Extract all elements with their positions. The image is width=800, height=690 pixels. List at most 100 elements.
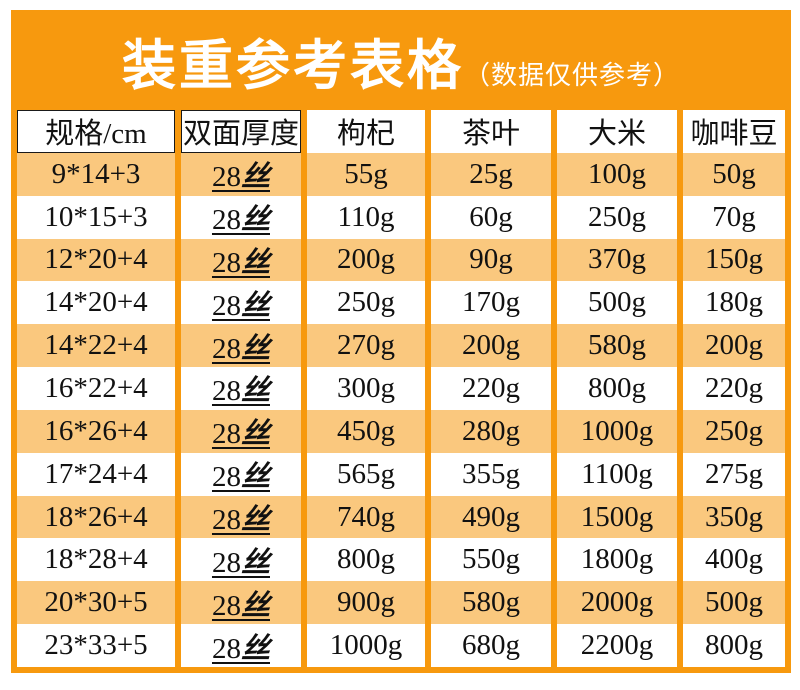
weight-cell: 200g: [683, 324, 785, 368]
column-header-coffee: 咖啡豆: [683, 110, 785, 153]
weight-cell: 90g: [431, 238, 551, 282]
thickness-cell: 28丝: [181, 238, 301, 282]
spec-cell: 16*22+4: [17, 367, 175, 410]
thickness-number: 28: [211, 289, 241, 322]
thickness-number: 28: [211, 332, 241, 365]
thickness-number: 28: [211, 418, 241, 451]
weight-cell: 250g: [683, 409, 785, 453]
weight-cell: 450g: [307, 409, 425, 453]
thickness-value: 28丝: [212, 282, 270, 324]
weight-cell: 250g: [307, 281, 425, 325]
weight-cell: 680g: [431, 624, 551, 667]
thickness-cell: 28丝: [181, 367, 301, 410]
thickness-unit: 丝: [240, 161, 270, 194]
thickness-value: 28丝: [212, 582, 270, 624]
thickness-cell: 28丝: [181, 152, 301, 196]
thickness-unit: 丝: [240, 204, 270, 237]
weight-cell: 275g: [683, 452, 785, 496]
thickness-unit: 丝: [240, 504, 270, 537]
weight-cell: 565g: [307, 452, 425, 496]
banner: 装重参考表格 （数据仅供参考）: [11, 10, 791, 110]
weight-cell: 270g: [307, 324, 425, 368]
weight-cell: 2200g: [557, 624, 677, 667]
weight-cell: 60g: [431, 195, 551, 239]
weight-cell: 200g: [431, 324, 551, 368]
thickness-cell: 28丝: [181, 624, 301, 667]
thickness-value: 28丝: [212, 625, 270, 667]
thickness-unit: 丝: [240, 418, 270, 451]
thickness-number: 28: [211, 246, 241, 279]
weight-cell: 370g: [557, 238, 677, 282]
thickness-value: 28丝: [212, 196, 270, 238]
column-header-rice: 大米: [557, 110, 677, 153]
spec-cell: 23*33+5: [17, 624, 175, 667]
thickness-cell: 28丝: [181, 452, 301, 496]
thickness-value: 28丝: [212, 410, 270, 452]
thickness-unit: 丝: [240, 332, 270, 365]
column-header-spec: 规格/cm: [17, 110, 175, 153]
thickness-number: 28: [211, 161, 241, 194]
weight-cell: 180g: [683, 281, 785, 325]
weight-cell: 740g: [307, 495, 425, 539]
weight-cell: 1000g: [557, 409, 677, 453]
weight-cell: 220g: [431, 367, 551, 410]
thickness-value: 28丝: [212, 453, 270, 495]
weight-cell: 800g: [557, 367, 677, 410]
poster: 装重参考表格 （数据仅供参考） 规格/cm 双面厚度 枸杞 茶叶 大米 咖啡豆 9…: [11, 10, 791, 673]
thickness-unit: 丝: [240, 246, 270, 279]
thickness-value: 28丝: [212, 367, 270, 409]
weight-cell: 250g: [557, 195, 677, 239]
thickness-number: 28: [211, 632, 241, 665]
weight-cell: 70g: [683, 195, 785, 239]
thickness-value: 28丝: [212, 325, 270, 367]
spec-cell: 16*26+4: [17, 409, 175, 453]
thickness-unit: 丝: [240, 632, 270, 665]
thickness-unit: 丝: [240, 589, 270, 622]
thickness-number: 28: [211, 461, 241, 494]
weight-cell: 900g: [307, 581, 425, 625]
thickness-value: 28丝: [212, 153, 270, 195]
thickness-cell: 28丝: [181, 195, 301, 239]
poster-subtitle: （数据仅供参考）: [463, 60, 680, 90]
thickness-number: 28: [211, 589, 241, 622]
thickness-unit: 丝: [240, 289, 270, 322]
weight-cell: 550g: [431, 538, 551, 582]
thickness-value: 28丝: [212, 496, 270, 538]
thickness-number: 28: [211, 546, 241, 579]
column-header-tea: 茶叶: [431, 110, 551, 153]
thickness-number: 28: [211, 504, 241, 537]
weight-cell: 50g: [683, 152, 785, 196]
weight-cell: 280g: [431, 409, 551, 453]
thickness-number: 28: [211, 204, 241, 237]
weight-cell: 400g: [683, 538, 785, 582]
weight-cell: 220g: [683, 367, 785, 410]
spec-cell: 18*26+4: [17, 495, 175, 539]
weight-cell: 300g: [307, 367, 425, 410]
spec-cell: 10*15+3: [17, 195, 175, 239]
thickness-cell: 28丝: [181, 324, 301, 368]
weight-cell: 580g: [431, 581, 551, 625]
thickness-cell: 28丝: [181, 581, 301, 625]
thickness-value: 28丝: [212, 239, 270, 281]
poster-title: 装重参考表格: [121, 35, 464, 96]
spec-cell: 17*24+4: [17, 452, 175, 496]
weight-cell: 25g: [431, 152, 551, 196]
weight-cell: 110g: [307, 195, 425, 239]
weights-table: 规格/cm 双面厚度 枸杞 茶叶 大米 咖啡豆 9*14+3 28丝 55g 25g 1…: [17, 110, 785, 667]
weight-cell: 1800g: [557, 538, 677, 582]
column-header-thickness: 双面厚度: [181, 110, 301, 153]
spec-cell: 14*22+4: [17, 324, 175, 368]
weight-cell: 1000g: [307, 624, 425, 667]
thickness-cell: 28丝: [181, 409, 301, 453]
weight-cell: 2000g: [557, 581, 677, 625]
column-header-goji: 枸杞: [307, 110, 425, 153]
weight-cell: 170g: [431, 281, 551, 325]
spec-cell: 14*20+4: [17, 281, 175, 325]
spec-cell: 12*20+4: [17, 238, 175, 282]
weight-cell: 500g: [557, 281, 677, 325]
weight-cell: 100g: [557, 152, 677, 196]
weight-cell: 1100g: [557, 452, 677, 496]
spec-cell: 20*30+5: [17, 581, 175, 625]
weight-cell: 800g: [307, 538, 425, 582]
spec-cell: 18*28+4: [17, 538, 175, 582]
